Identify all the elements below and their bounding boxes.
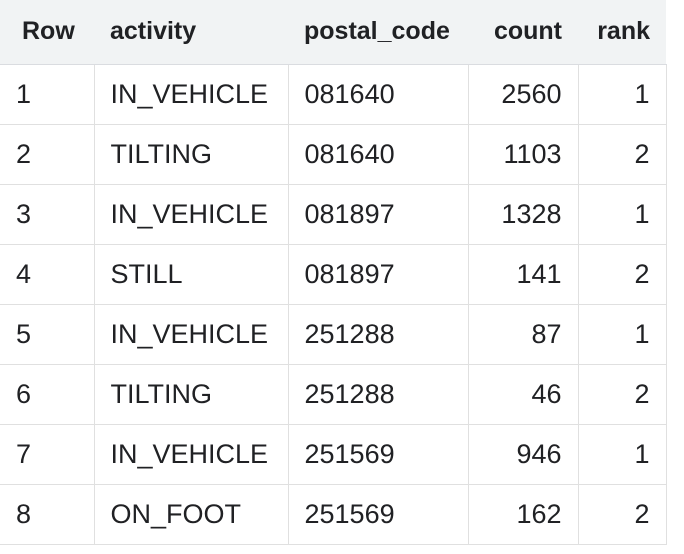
cell-activity: IN_VEHICLE (94, 64, 289, 125)
cell-rank: 2 (578, 484, 667, 545)
column-header-activity[interactable]: activity (94, 0, 288, 65)
column-header-count[interactable]: count (468, 0, 578, 65)
header-row: Row activity postal_code count rank (0, 0, 666, 65)
cell-activity: IN_VEHICLE (94, 304, 289, 365)
cell-postal-code: 081897 (288, 184, 469, 245)
cell-count: 1103 (468, 124, 579, 185)
cell-activity: IN_VEHICLE (94, 184, 289, 245)
table-row[interactable]: 1 IN_VEHICLE 081640 2560 1 (0, 64, 667, 125)
cell-activity: TILTING (94, 364, 289, 425)
cell-postal-code: 251288 (288, 364, 469, 425)
cell-count: 2560 (468, 64, 579, 125)
table-row[interactable]: 8 ON_FOOT 251569 162 2 (0, 484, 667, 545)
cell-rank: 1 (578, 304, 667, 365)
cell-postal-code: 251569 (288, 424, 469, 485)
cell-count: 162 (468, 484, 579, 545)
cell-rank: 2 (578, 124, 667, 185)
cell-activity: STILL (94, 244, 289, 305)
column-header-rank[interactable]: rank (578, 0, 666, 65)
cell-postal-code: 251288 (288, 304, 469, 365)
cell-row-number: 6 (0, 364, 95, 425)
column-header-row[interactable]: Row (0, 0, 94, 65)
cell-rank: 1 (578, 64, 667, 125)
cell-postal-code: 081640 (288, 124, 469, 185)
table-row[interactable]: 4 STILL 081897 141 2 (0, 244, 667, 305)
cell-row-number: 5 (0, 304, 95, 365)
cell-rank: 2 (578, 364, 667, 425)
cell-postal-code: 081640 (288, 64, 469, 125)
cell-count: 46 (468, 364, 579, 425)
cell-count: 1328 (468, 184, 579, 245)
cell-row-number: 8 (0, 484, 95, 545)
cell-row-number: 3 (0, 184, 95, 245)
cell-postal-code: 081897 (288, 244, 469, 305)
cell-activity: IN_VEHICLE (94, 424, 289, 485)
cell-rank: 1 (578, 184, 667, 245)
table-row[interactable]: 2 TILTING 081640 1103 2 (0, 124, 667, 185)
table-row[interactable]: 7 IN_VEHICLE 251569 946 1 (0, 424, 667, 485)
cell-row-number: 2 (0, 124, 95, 185)
cell-activity: ON_FOOT (94, 484, 289, 545)
cell-row-number: 4 (0, 244, 95, 305)
table-header: Row activity postal_code count rank (0, 0, 666, 65)
cell-rank: 1 (578, 424, 667, 485)
column-header-postal-code[interactable]: postal_code (288, 0, 468, 65)
cell-row-number: 1 (0, 64, 95, 125)
table-body: 1 IN_VEHICLE 081640 2560 1 2 TILTING 081640 1103… (0, 64, 667, 545)
cell-postal-code: 251569 (288, 484, 469, 545)
cell-row-number: 7 (0, 424, 95, 485)
cell-count: 141 (468, 244, 579, 305)
cell-count: 87 (468, 304, 579, 365)
cell-activity: TILTING (94, 124, 289, 185)
cell-count: 946 (468, 424, 579, 485)
table-row[interactable]: 3 IN_VEHICLE 081897 1328 1 (0, 184, 667, 245)
results-table: Row activity postal_code count rank 1 IN_… (0, 0, 667, 545)
cell-rank: 2 (578, 244, 667, 305)
table-row[interactable]: 6 TILTING 251288 46 2 (0, 364, 667, 425)
table-row[interactable]: 5 IN_VEHICLE 251288 87 1 (0, 304, 667, 365)
